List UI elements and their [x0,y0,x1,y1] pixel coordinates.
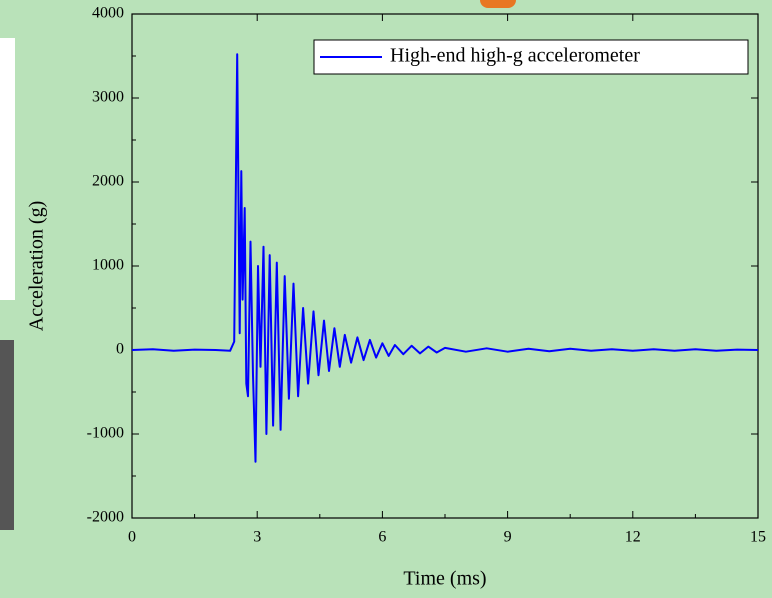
cropped-panel [0,38,15,300]
y-tick-label: 2000 [92,173,124,190]
y-tick-label: 4000 [92,5,124,22]
x-tick-label: 9 [504,529,512,546]
data-line [131,53,759,463]
plot-frame [131,13,759,519]
x-tick-label: 6 [378,529,386,546]
x-tick-label: 15 [750,529,766,546]
x-tick-label: 0 [128,529,136,546]
y-tick-label: -1000 [87,425,124,442]
legend-box [313,39,749,75]
y-tick-label: -2000 [87,509,124,526]
legend-label: High-end high-g accelerometer [390,45,640,67]
y-tick-label: 0 [116,341,124,358]
y-axis-label: Acceleration (g) [26,201,48,331]
y-tick-label: 1000 [92,257,124,274]
cropped-photo [0,340,14,530]
x-tick-label: 12 [625,529,641,546]
y-tick-label: 3000 [92,89,124,106]
cropped-title [480,0,516,8]
x-tick-label: 3 [253,529,261,546]
x-axis-label: Time (ms) [403,568,486,590]
